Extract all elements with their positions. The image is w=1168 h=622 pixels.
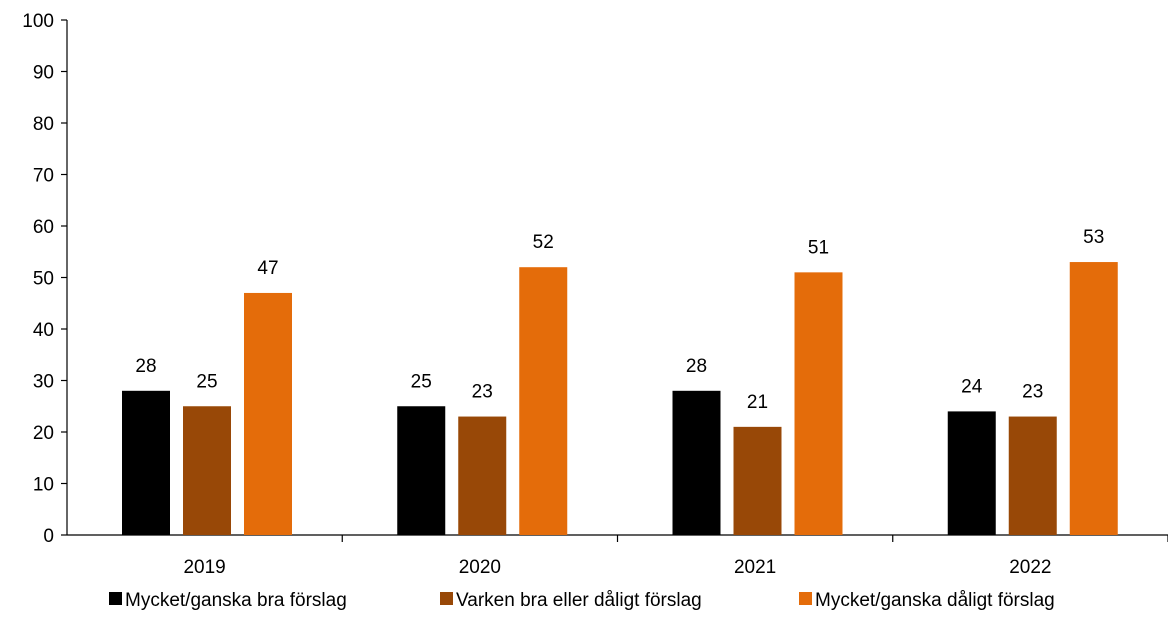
legend-swatch [799, 592, 812, 605]
bar [1008, 416, 1057, 535]
bar [458, 416, 507, 535]
bar [733, 426, 782, 535]
axes: 0 10 20 30 40 50 60 70 80 90 100 2019 2020 2021 2022 [22, 11, 1168, 578]
bar-value-label: 28 [135, 356, 156, 377]
bar-value-label: 21 [747, 392, 768, 413]
bar [947, 411, 996, 535]
legend-swatch [440, 592, 453, 605]
y-tick-label: 60 [33, 217, 54, 238]
y-tick-label: 70 [33, 166, 54, 187]
y-tick-label: 20 [33, 423, 54, 444]
legend-label: Varken bra eller dåligt förslag [456, 590, 702, 611]
bar [794, 272, 843, 535]
bar-value-label: 25 [196, 371, 217, 392]
x-tick-label: 2020 [459, 557, 501, 578]
data-labels: 28 25 47 25 23 52 28 21 51 24 23 53 [135, 227, 1104, 413]
bars [122, 262, 1118, 535]
bar-value-label: 47 [257, 258, 278, 279]
x-tick-label: 2021 [734, 557, 776, 578]
y-tick-label: 40 [33, 320, 54, 341]
bar [122, 390, 170, 535]
bar [1069, 262, 1118, 535]
bar-value-label: 53 [1083, 227, 1104, 248]
bar-value-label: 28 [686, 356, 707, 377]
y-tick-label: 100 [22, 11, 54, 32]
bar-value-label: 52 [533, 232, 554, 253]
bar [397, 406, 446, 535]
bar [519, 267, 568, 535]
bar [183, 406, 231, 535]
legend: Mycket/ganska bra förslag Varken bra elle… [109, 590, 1055, 611]
y-tick-label: 50 [33, 269, 54, 290]
legend-label: Mycket/ganska dåligt förslag [815, 590, 1055, 611]
bar-value-label: 51 [808, 237, 829, 258]
bar-value-label: 23 [472, 382, 493, 403]
bar-value-label: 24 [961, 376, 983, 397]
y-tick-label: 0 [43, 526, 54, 547]
x-tick-label: 2022 [1009, 557, 1051, 578]
y-tick-label: 10 [33, 475, 54, 496]
x-tick-label: 2019 [183, 557, 225, 578]
bar-value-label: 23 [1022, 382, 1043, 403]
y-tick-label: 80 [33, 114, 54, 135]
legend-label: Mycket/ganska bra förslag [125, 590, 347, 611]
bar [244, 292, 292, 535]
y-tick-label: 30 [33, 372, 54, 393]
legend-swatch [109, 592, 122, 605]
y-tick-label: 90 [33, 63, 54, 84]
bar [672, 390, 721, 535]
bar-value-label: 25 [411, 371, 432, 392]
